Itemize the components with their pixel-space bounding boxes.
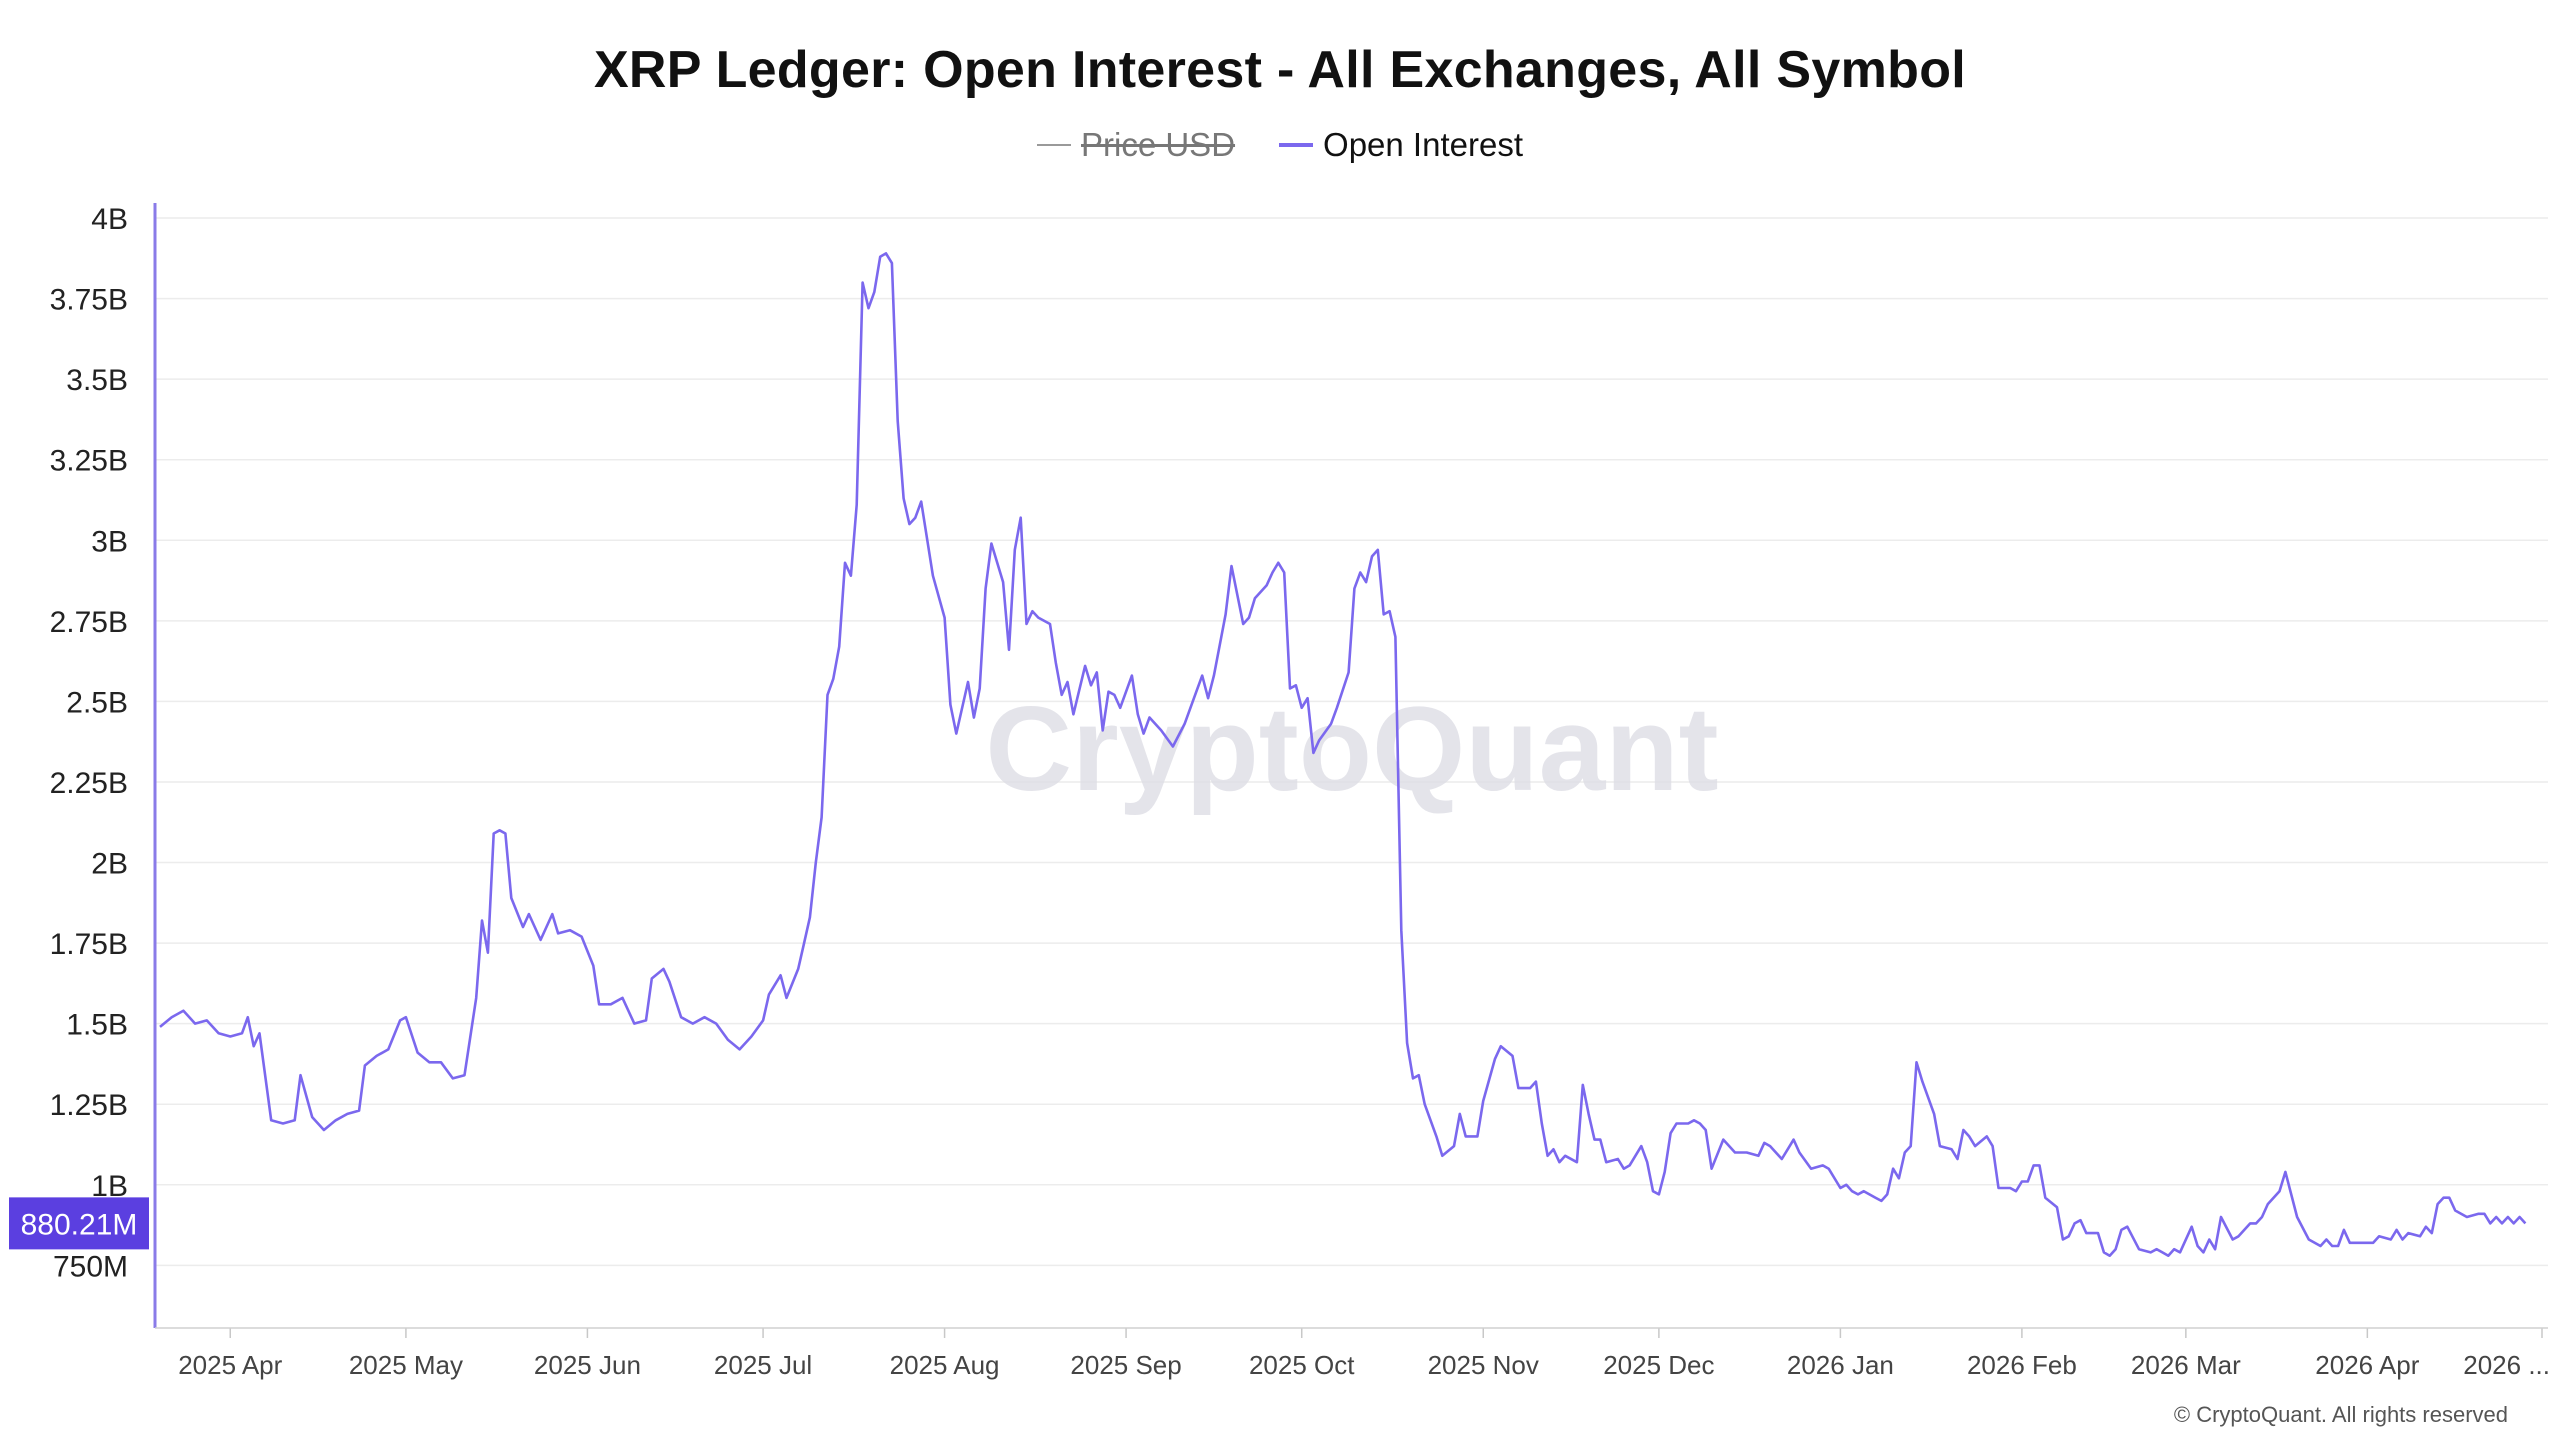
current-value-badge-bg bbox=[9, 1197, 149, 1250]
y-tick-label: 2B bbox=[91, 848, 128, 881]
y-tick-label: 1.5B bbox=[66, 1009, 128, 1042]
legend-label-open-interest: Open Interest bbox=[1323, 126, 1523, 163]
y-tick-label: 2.75B bbox=[50, 606, 128, 639]
y-tick-label: 1.25B bbox=[50, 1089, 128, 1122]
y-tick-label: 3B bbox=[91, 525, 128, 558]
x-tick-label: 2025 May bbox=[349, 1350, 463, 1380]
y-axis-ticks: 4B 3.75B 3.5B 3.25B 3B 2.75B 2.5B 2.25B 2B 1.75B 1… bbox=[50, 203, 128, 1283]
y-tick-label: 750M bbox=[53, 1250, 128, 1283]
x-tick-label: 2026 Feb bbox=[1967, 1350, 2077, 1380]
legend-item-open-interest[interactable]: Open Interest bbox=[1279, 126, 1523, 164]
watermark: CryptoQuant bbox=[985, 682, 1718, 816]
legend-item-price-usd[interactable]: Price USD bbox=[1037, 126, 1235, 164]
x-tick-label: 2025 Apr bbox=[178, 1350, 282, 1380]
y-tick-label: 1B bbox=[91, 1170, 128, 1203]
legend-swatch-price-usd bbox=[1037, 144, 1071, 146]
legend: Price USD Open Interest bbox=[0, 126, 2560, 164]
x-tick-label: 2026 Jan bbox=[1787, 1350, 1894, 1380]
y-tick-label: 3.5B bbox=[66, 364, 128, 397]
x-tick-label: 2025 Jun bbox=[534, 1350, 641, 1380]
y-tick-label: 2.25B bbox=[50, 767, 128, 800]
y-tick-label: 1.75B bbox=[50, 928, 128, 961]
open-interest-line bbox=[159, 252, 2527, 1257]
x-tick-label: 2025 Aug bbox=[890, 1350, 1000, 1380]
y-tick-label: 2.5B bbox=[66, 686, 128, 719]
x-tick-label: 2025 Oct bbox=[1249, 1350, 1355, 1380]
x-tick-label: 2025 Jul bbox=[714, 1350, 812, 1380]
y-tick-label: 4B bbox=[91, 203, 128, 236]
y-tick-label: 3.25B bbox=[50, 445, 128, 478]
current-value-label: 880.21M bbox=[21, 1208, 138, 1241]
x-tick-label: 2025 Nov bbox=[1428, 1350, 1539, 1380]
legend-label-price-usd: Price USD bbox=[1081, 126, 1236, 163]
legend-swatch-open-interest bbox=[1279, 143, 1314, 147]
current-value-badge: 880.21M bbox=[9, 1197, 149, 1250]
x-tick-label: 2025 Sep bbox=[1070, 1350, 1181, 1380]
x-tick-label: 2026 Apr bbox=[2315, 1350, 2419, 1380]
x-tick-label: 2026 Mar bbox=[2131, 1350, 2241, 1380]
chart-title: XRP Ledger: Open Interest - All Exchange… bbox=[593, 41, 1967, 99]
x-tick-label: 2025 Dec bbox=[1603, 1350, 1714, 1380]
x-tick-label: 2026 ... bbox=[2463, 1350, 2550, 1380]
y-tick-label: 3.75B bbox=[50, 284, 128, 317]
grid-lines bbox=[155, 217, 2548, 1267]
x-axis-ticks: 2025 Apr 2025 May 2025 Jun 2025 Jul 2025 Aug… bbox=[178, 1328, 2550, 1380]
copyright: © CryptoQuant. All rights reserved bbox=[2173, 1402, 2508, 1427]
